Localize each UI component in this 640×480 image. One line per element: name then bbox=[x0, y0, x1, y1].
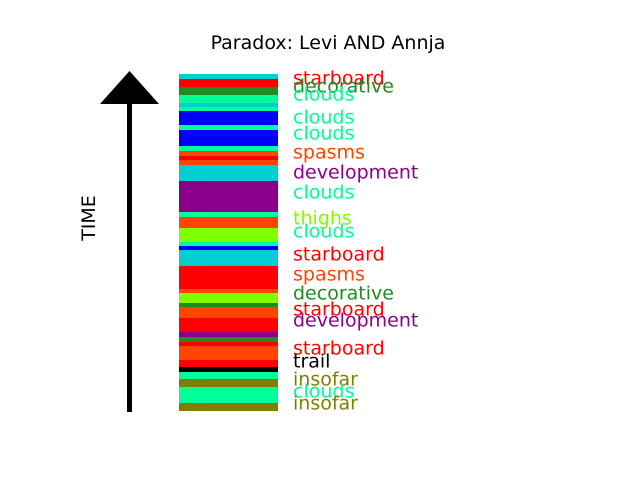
timeline-label: clouds bbox=[293, 381, 354, 403]
time-arrow bbox=[100, 71, 159, 412]
timeline-stripe bbox=[179, 403, 278, 411]
timeline-stripe bbox=[179, 337, 278, 342]
timeline-label: starboard bbox=[293, 244, 385, 266]
timeline-stripe bbox=[179, 379, 278, 387]
timeline-stripe bbox=[179, 246, 278, 250]
timeline-stripe bbox=[179, 146, 278, 151]
timeline-label: thighs bbox=[293, 208, 352, 230]
timeline-label: spasms bbox=[293, 142, 365, 164]
timeline-stripe bbox=[179, 387, 278, 403]
timeline-label: insofar bbox=[293, 369, 358, 391]
timeline-labels: starboarddecorativecloudscloudscloudsspa… bbox=[293, 68, 418, 415]
timeline-stripe bbox=[179, 242, 278, 246]
timeline-stripe bbox=[179, 130, 278, 146]
timeline-label: decorative bbox=[293, 283, 394, 305]
timeline-stripe bbox=[179, 181, 278, 212]
timeline-stripe bbox=[179, 107, 278, 111]
timeline-stripe bbox=[179, 367, 278, 372]
timeline-label: clouds bbox=[293, 84, 354, 106]
timeline-label: clouds bbox=[293, 107, 354, 129]
timeline-stripe bbox=[179, 318, 278, 332]
timeline-stripe bbox=[179, 303, 278, 307]
timeline-stripe bbox=[179, 74, 278, 79]
timeline-stripe bbox=[179, 212, 278, 217]
timeline-stripe bbox=[179, 125, 278, 130]
timeline-stripe bbox=[179, 156, 278, 160]
timeline-stripe bbox=[179, 79, 278, 87]
timeline-stripe bbox=[179, 250, 278, 266]
timeline-label: trail bbox=[293, 351, 330, 373]
timeline-stripe bbox=[179, 372, 278, 379]
timeline-stripe bbox=[179, 266, 278, 289]
timeline-stripe bbox=[179, 111, 278, 125]
timeline-label: starboard bbox=[293, 68, 385, 90]
timeline-stripes bbox=[179, 74, 278, 411]
timeline-label: spasms bbox=[293, 264, 365, 286]
timeline-stripe bbox=[179, 307, 278, 318]
figure-title: Paradox: Levi AND Annja bbox=[211, 32, 446, 54]
time-arrow-head bbox=[100, 71, 159, 104]
timeline-label: starboard bbox=[293, 299, 385, 321]
timeline-stripe bbox=[179, 151, 278, 156]
timeline-stripe bbox=[179, 293, 278, 303]
timeline-stripe bbox=[179, 103, 278, 107]
timeline-stripe bbox=[179, 360, 278, 367]
timeline-label: development bbox=[293, 310, 418, 332]
timeline-stripe bbox=[179, 95, 278, 103]
timeline-stripe bbox=[179, 289, 278, 293]
timeline-stripe bbox=[179, 87, 278, 95]
time-axis-label: TIME bbox=[78, 195, 100, 242]
timeline-label: clouds bbox=[293, 182, 354, 204]
timeline-stripe bbox=[179, 165, 278, 181]
timeline-label: starboard bbox=[293, 338, 385, 360]
timeline-label: development bbox=[293, 162, 418, 184]
timeline-label: clouds bbox=[293, 221, 354, 243]
timeline-stripe bbox=[179, 342, 278, 346]
timeline-stripe bbox=[179, 217, 278, 228]
timeline-label: clouds bbox=[293, 123, 354, 145]
timeline-label: insofar bbox=[293, 393, 358, 415]
timeline-stripe bbox=[179, 160, 278, 165]
timeline-stripe bbox=[179, 346, 278, 360]
timeline-stripe bbox=[179, 228, 278, 242]
timeline-label: decorative bbox=[293, 76, 394, 98]
timeline-stripe bbox=[179, 332, 278, 337]
